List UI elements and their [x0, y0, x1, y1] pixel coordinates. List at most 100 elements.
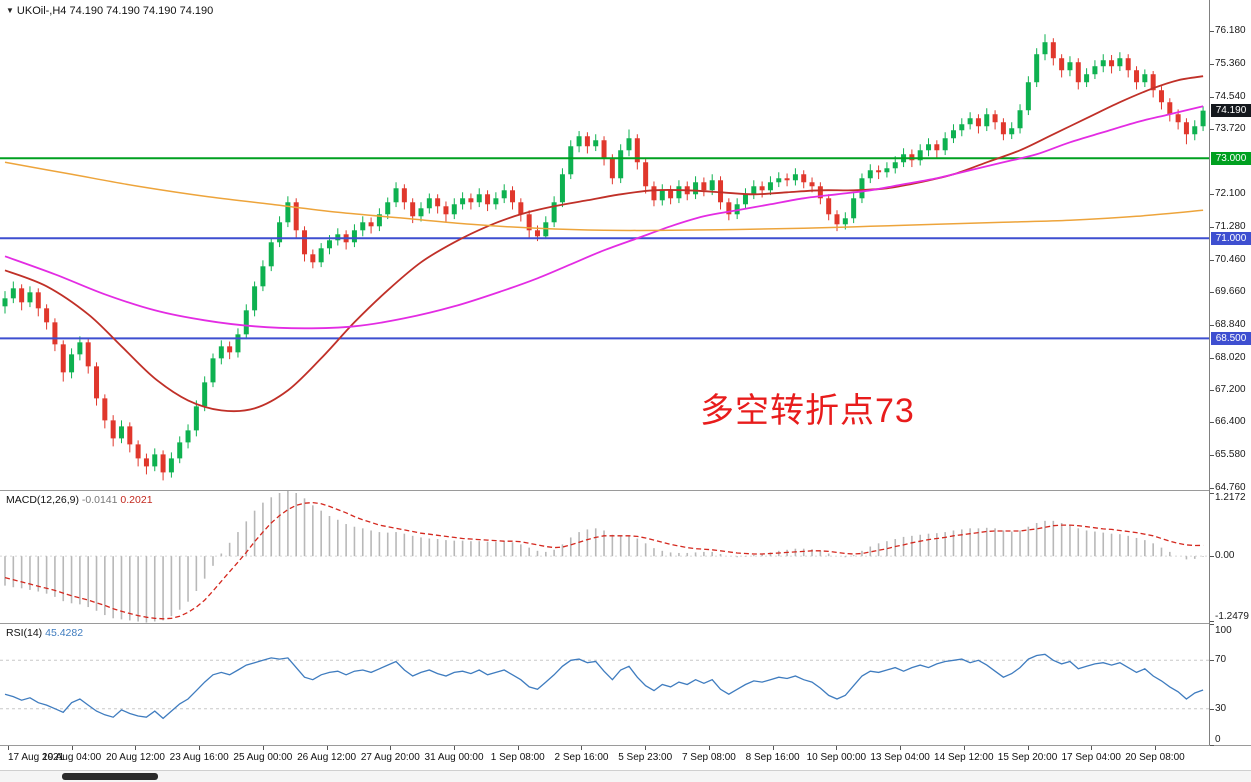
axis-tick: [1210, 259, 1214, 261]
price-badge-74.190: 74.190: [1211, 104, 1251, 118]
price-axis-label: 76.180: [1215, 25, 1246, 36]
time-tick: [262, 746, 264, 750]
time-axis-label: 17 Aug 2021: [8, 752, 65, 763]
time-axis-label: 25 Aug 00:00: [233, 752, 293, 763]
rsi-axis-label: 0: [1215, 734, 1221, 745]
price-axis-label: 68.020: [1215, 351, 1246, 363]
price-badge-73.000: 73.000: [1211, 151, 1251, 165]
time-tick: [8, 746, 9, 750]
axis-tick: [1210, 745, 1214, 746]
time-axis-label: 5 Sep 23:00: [618, 752, 673, 763]
price-badge-71.000: 71.000: [1211, 231, 1251, 245]
axis-tick: [1210, 63, 1214, 65]
ma-line-red: [4, 75, 1204, 413]
time-axis-label: 31 Aug 00:00: [424, 752, 484, 763]
time-axis-label: 19 Aug 04:00: [42, 752, 102, 763]
time-tick: [390, 746, 392, 750]
price-axis-label: 75.360: [1215, 57, 1246, 69]
time-axis-label: 1 Sep 08:00: [490, 752, 545, 763]
rsi-axis-label: 30: [1215, 702, 1227, 714]
price-axis-label: 74.540: [1215, 90, 1246, 102]
time-tick: [708, 746, 710, 750]
macd-value-main: -0.0141: [81, 494, 118, 506]
time-axis-label: 20 Aug 12:00: [105, 752, 165, 763]
price-axis-label: 73.720: [1215, 123, 1246, 135]
rsi-name: RSI(14): [6, 627, 43, 639]
price-axis-label: 65.580: [1215, 449, 1246, 461]
macd-value-signal: 0.2021: [120, 494, 153, 506]
time-axis[interactable]: 17 Aug 2021 19 Aug 04:00 20 Aug 12:00 23 Au…: [0, 746, 1209, 768]
time-axis-label: 26 Aug 12:00: [297, 752, 357, 763]
rsi-axis-label: 70: [1215, 654, 1227, 666]
candles: [2, 34, 1206, 481]
macd-histogram: [4, 491, 1204, 623]
rsi-label: RSI(14) 45.4282: [6, 627, 83, 639]
time-axis-label: 10 Sep 00:00: [806, 752, 867, 763]
price-axis[interactable]: 76.180 75.360 74.540 73.720 72.100 71.280 70.4…: [1209, 0, 1251, 746]
panel-divider-rsi[interactable]: [0, 623, 1251, 624]
axis-tick: [1210, 31, 1214, 32]
symbol-dropdown-icon: ▼: [6, 6, 14, 15]
axis-tick: [1210, 422, 1214, 424]
rsi-indicator-panel[interactable]: [0, 624, 1209, 745]
axis-tick: [1210, 227, 1214, 229]
time-tick: [963, 746, 965, 750]
macd-signal-line: [4, 501, 1204, 620]
axis-tick: [1210, 621, 1214, 622]
time-tick: [836, 746, 838, 750]
horizontal-scrollbar[interactable]: [0, 770, 1251, 782]
panel-divider-time: [0, 745, 1251, 746]
time-axis-label: 20 Sep 08:00: [1125, 752, 1185, 763]
time-tick: [517, 746, 519, 750]
time-axis-label: 15 Sep 20:00: [997, 752, 1058, 763]
time-tick: [454, 746, 456, 750]
macd-axis-label: -1.2479: [1215, 611, 1249, 622]
macd-axis-label: 1.2172: [1215, 492, 1246, 503]
symbol-ohlc-text: UKOil-,H4 74.190 74.190 74.190 74.190: [16, 5, 214, 17]
axis-tick: [1210, 660, 1214, 662]
macd-label: MACD(12,26,9) -0.0141 0.2021: [6, 494, 153, 506]
time-axis-label: 27 Aug 20:00: [360, 752, 420, 763]
rsi-value: 45.4282: [45, 627, 84, 639]
price-axis-label: 72.100: [1215, 188, 1246, 200]
rsi-axis-label: 100: [1215, 625, 1232, 636]
time-tick: [581, 746, 583, 750]
axis-tick: [1210, 96, 1214, 98]
axis-tick: [1210, 390, 1214, 392]
price-axis-label: 71.280: [1215, 221, 1246, 233]
axis-tick: [1210, 624, 1214, 625]
time-tick: [1154, 746, 1156, 750]
time-tick: [900, 746, 902, 750]
price-axis-label: 67.200: [1215, 384, 1246, 396]
axis-tick: [1210, 194, 1214, 196]
time-axis-label: 7 Sep 08:00: [681, 752, 736, 763]
annotation-text: 多空转折点73: [700, 392, 915, 430]
ma-line-orange: [4, 161, 1204, 232]
scrollbar-thumb[interactable]: [62, 773, 158, 780]
macd-name: MACD(12,26,9): [6, 494, 79, 506]
time-tick: [1091, 746, 1093, 750]
axis-tick: [1210, 455, 1214, 457]
price-axis-label: 69.660: [1215, 285, 1246, 297]
macd-axis-label: 0.00: [1215, 550, 1235, 562]
time-axis-label: 2 Sep 16:00: [554, 752, 609, 763]
rsi-line: [4, 653, 1204, 720]
macd-indicator-panel[interactable]: [0, 491, 1209, 623]
time-axis-label: 23 Aug 16:00: [169, 752, 229, 763]
time-tick: [135, 746, 137, 750]
time-tick: [645, 746, 647, 750]
main-price-chart[interactable]: [0, 0, 1209, 490]
axis-tick: [1210, 708, 1214, 710]
axis-tick: [1210, 324, 1214, 326]
price-axis-label: 70.460: [1215, 253, 1246, 265]
time-tick: [71, 746, 73, 750]
time-tick: [199, 746, 201, 750]
price-badge-68.500: 68.500: [1211, 331, 1251, 345]
panel-divider-macd[interactable]: [0, 490, 1251, 491]
time-tick: [772, 746, 774, 750]
axis-tick: [1210, 291, 1214, 293]
price-axis-label: 68.840: [1215, 318, 1246, 330]
time-axis-label: 14 Sep 12:00: [934, 752, 994, 763]
time-tick: [1027, 746, 1029, 750]
